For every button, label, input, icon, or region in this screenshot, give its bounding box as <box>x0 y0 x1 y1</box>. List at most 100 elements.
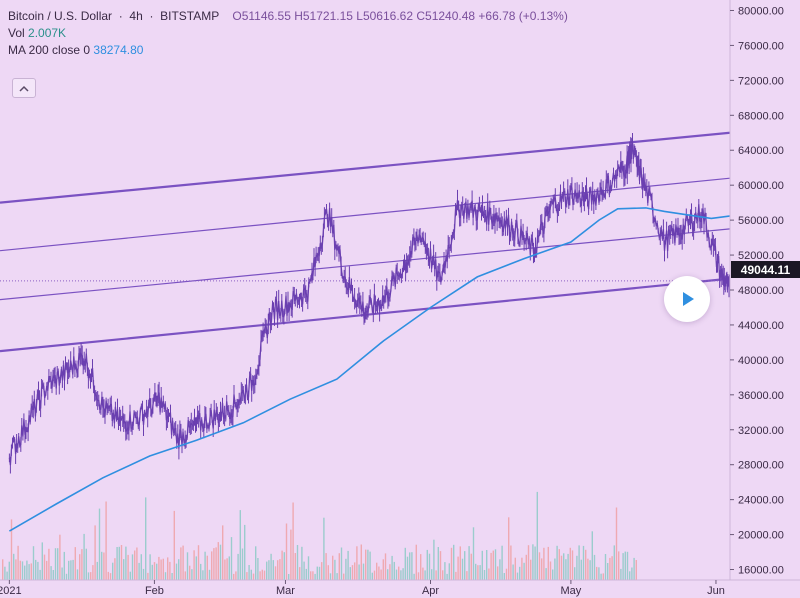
volume-bar <box>351 565 354 580</box>
volume-bar <box>237 553 239 580</box>
volume-bar <box>305 568 307 580</box>
volume-bar <box>226 558 228 580</box>
volume-bar <box>178 559 180 580</box>
volume-bar <box>384 553 387 580</box>
volume-bar <box>147 572 149 580</box>
price-tick-label: 56000.00 <box>738 215 784 227</box>
volume-bar <box>587 558 589 580</box>
volume-bar <box>486 550 488 580</box>
symbol-name[interactable]: Bitcoin / U.S. Dollar <box>8 9 113 23</box>
volume-bar <box>235 571 237 580</box>
volume-bar <box>609 557 611 580</box>
volume-bar <box>120 545 123 580</box>
price-tick-label: 60000.00 <box>738 180 784 192</box>
volume-bar <box>406 556 409 580</box>
volume-bar <box>285 523 288 580</box>
volume-bar <box>230 537 233 580</box>
volume-bar <box>180 547 182 580</box>
volume-bar <box>4 566 6 580</box>
volume-bar <box>563 553 565 580</box>
volume-bar <box>505 568 508 580</box>
volume-bar <box>268 560 270 580</box>
volume-bar <box>41 542 43 580</box>
volume-bar <box>310 571 312 580</box>
volume-bar <box>329 573 332 580</box>
volume-bar <box>10 519 13 580</box>
volume-bar <box>365 549 367 580</box>
ma-label[interactable]: MA 200 close 0 <box>8 43 91 57</box>
volume-bar <box>252 573 255 580</box>
volume-bar <box>217 542 219 580</box>
volume-bar <box>393 561 395 580</box>
volume-bar <box>578 545 580 580</box>
volume-bar <box>103 552 105 580</box>
time-tick-label: Apr <box>422 585 439 597</box>
volume-bar <box>2 559 4 580</box>
volume-bar <box>197 545 200 580</box>
volume-bar <box>149 554 151 580</box>
price-tick-label: 64000.00 <box>738 145 784 157</box>
volume-bar <box>398 566 400 580</box>
volume-bar <box>246 572 248 580</box>
volume-bar <box>457 556 459 580</box>
volume-bar <box>164 572 167 580</box>
volume-bar <box>250 569 252 580</box>
price-tick-label: 16000.00 <box>738 565 784 577</box>
price-tick-label: 48000.00 <box>738 285 784 297</box>
volume-bar <box>450 547 453 580</box>
volume-bar <box>635 560 637 580</box>
collapse-legend-button[interactable] <box>12 78 36 98</box>
volume-bar <box>239 510 241 580</box>
price-tick-label: 36000.00 <box>738 390 784 402</box>
volume-bar <box>48 548 50 580</box>
interval-label[interactable]: 4h <box>129 9 143 23</box>
volume-bar <box>461 558 464 580</box>
volume-bar <box>426 549 428 580</box>
volume-bar <box>494 549 497 580</box>
volume-bar <box>424 570 426 580</box>
volume-bar <box>127 554 129 580</box>
volume-bar <box>112 562 114 580</box>
volume-bar <box>395 569 398 580</box>
volume-bar <box>545 568 547 580</box>
volume-bar <box>294 553 296 580</box>
volume-bar <box>323 517 325 580</box>
volume-bar <box>336 573 338 580</box>
volume-bar <box>371 572 373 580</box>
volume-bar <box>156 563 158 580</box>
channel-mid-upper-line <box>0 177 731 252</box>
legend-sep: · <box>146 9 157 23</box>
volume-bar <box>525 554 527 580</box>
volume-bar <box>204 551 206 580</box>
volume-bar <box>433 539 435 580</box>
volume-bar <box>261 569 263 580</box>
volume-bar <box>171 573 173 580</box>
volume-bar <box>68 560 70 580</box>
volume-label[interactable]: Vol <box>8 26 25 40</box>
volume-bar <box>618 551 620 580</box>
volume-bar <box>629 571 631 580</box>
volume-bar <box>552 569 554 580</box>
price-tick-label: 28000.00 <box>738 460 784 472</box>
volume-bar <box>567 553 569 580</box>
volume-bar <box>523 562 525 580</box>
volume-bar <box>464 551 466 580</box>
volume-bar <box>151 564 153 580</box>
ohlc-high: H51721.15 <box>294 9 353 23</box>
volume-bar <box>301 546 303 580</box>
price-tick-label: 68000.00 <box>738 110 784 122</box>
volume-bar <box>468 546 470 580</box>
channel-mid-lower-line <box>0 228 731 301</box>
volume-bar <box>497 566 499 580</box>
volume-bar <box>481 550 483 580</box>
volume-bar <box>191 569 193 580</box>
volume-bar <box>312 571 314 580</box>
volume-bar <box>367 549 369 580</box>
volume-bar <box>114 558 116 580</box>
volume-bar <box>184 571 186 580</box>
play-button[interactable] <box>664 276 710 322</box>
volume-bar <box>582 545 585 580</box>
volume-bar <box>123 559 125 580</box>
volume-bar <box>222 525 224 580</box>
